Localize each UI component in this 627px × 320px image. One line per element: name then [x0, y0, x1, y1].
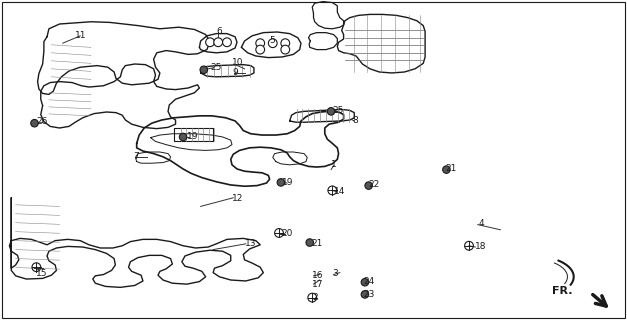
- Text: 26: 26: [36, 117, 48, 126]
- Circle shape: [256, 39, 265, 48]
- Circle shape: [206, 38, 214, 47]
- Text: 21: 21: [311, 239, 322, 248]
- Text: FR.: FR.: [552, 286, 572, 296]
- Text: 22: 22: [369, 180, 380, 189]
- Circle shape: [365, 182, 372, 189]
- Circle shape: [281, 45, 290, 54]
- Text: 10: 10: [232, 58, 243, 67]
- Circle shape: [277, 179, 285, 186]
- Circle shape: [361, 278, 369, 286]
- Text: 25: 25: [211, 63, 222, 72]
- Text: 8: 8: [352, 116, 358, 124]
- Text: 14: 14: [334, 188, 345, 196]
- Circle shape: [281, 39, 290, 48]
- Text: 21: 21: [445, 164, 456, 173]
- Text: 4: 4: [478, 220, 484, 228]
- Text: 3: 3: [332, 269, 338, 278]
- Circle shape: [256, 45, 265, 54]
- Text: 17: 17: [312, 280, 323, 289]
- Circle shape: [361, 291, 369, 298]
- Circle shape: [223, 38, 231, 47]
- Text: 18: 18: [475, 242, 487, 251]
- Circle shape: [327, 108, 335, 115]
- Circle shape: [443, 166, 450, 173]
- Text: 19: 19: [187, 132, 198, 140]
- Text: 5: 5: [270, 36, 275, 44]
- Text: 12: 12: [232, 194, 243, 203]
- Text: 20: 20: [281, 229, 292, 238]
- Text: 24: 24: [364, 277, 375, 286]
- Text: 16: 16: [312, 271, 323, 280]
- Text: 15: 15: [36, 269, 48, 278]
- Circle shape: [31, 119, 38, 127]
- Text: 19: 19: [282, 178, 293, 187]
- Text: 6: 6: [216, 27, 222, 36]
- Text: 1: 1: [331, 160, 337, 169]
- Circle shape: [200, 66, 208, 74]
- Circle shape: [179, 133, 187, 141]
- Circle shape: [214, 38, 223, 47]
- Text: 23: 23: [364, 290, 375, 299]
- Text: 25: 25: [332, 106, 344, 115]
- Circle shape: [306, 239, 314, 246]
- Text: 7: 7: [134, 152, 139, 161]
- Text: 13: 13: [245, 239, 256, 248]
- Text: 9: 9: [232, 68, 238, 77]
- Text: 2: 2: [312, 293, 318, 302]
- Text: 11: 11: [75, 31, 87, 40]
- Circle shape: [268, 39, 277, 48]
